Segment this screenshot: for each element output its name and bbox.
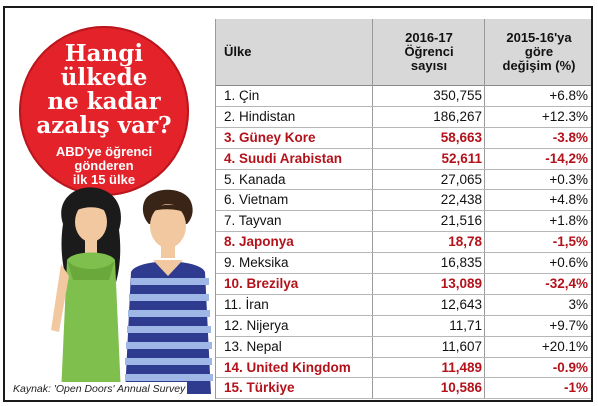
- table-row: 13. Nepal 11,607 +20.1%: [216, 337, 591, 358]
- table-row: 1. Çin 350,755 +6.8%: [216, 86, 591, 107]
- student-count-cell: 18,78: [448, 234, 482, 250]
- woman-figure: [51, 187, 121, 394]
- country-cell: 13. Nepal: [224, 338, 282, 354]
- country-cell: 7. Tayvan: [224, 213, 282, 229]
- table-row: 12. Nijerya 11,71 +9.7%: [216, 316, 591, 337]
- change-cell: -1%: [563, 380, 588, 396]
- change-cell: +4.8%: [549, 192, 588, 208]
- country-cell: 5. Kanada: [224, 171, 286, 187]
- table-row: 6. Vietnam 22,438 +4.8%: [216, 190, 591, 212]
- title-bubble: Hangi ülkede ne kadar azalış var? ABD'ye…: [19, 26, 189, 196]
- student-count-cell: 13,089: [440, 276, 482, 292]
- students-illustration: [51, 187, 213, 394]
- table-header: Ülke 2016-17 Öğrenci sayısı 2015-16'ya g…: [216, 19, 591, 86]
- student-count-cell: 11,489: [441, 359, 482, 375]
- change-cell: -3.8%: [552, 129, 588, 145]
- table-row: 3. Güney Kore 58,663 -3.8%: [216, 128, 591, 149]
- students-table: Ülke 2016-17 Öğrenci sayısı 2015-16'ya g…: [215, 19, 591, 400]
- change-cell: -1,5%: [552, 234, 588, 250]
- table-row: 5. Kanada 27,065 +0.3%: [216, 170, 591, 191]
- table-row: 15. Türkiye 10,586 -1%: [216, 378, 591, 400]
- student-count-cell: 11,607: [441, 338, 482, 354]
- table-body: 1. Çin 350,755 +6.8% 2. Hindistan 186,267 +12…: [216, 86, 591, 400]
- country-cell: 9. Meksika: [224, 255, 289, 271]
- student-count-cell: 16,835: [440, 255, 482, 271]
- table-row: 4. Suudi Arabistan 52,611 -14,2%: [216, 149, 591, 170]
- change-cell: +6.8%: [549, 88, 588, 103]
- column-divider: [484, 19, 485, 399]
- change-cell: -32,4%: [545, 276, 588, 292]
- student-count-cell: 11,71: [449, 317, 482, 333]
- infographic-frame: Hangi ülkede ne kadar azalış var? ABD'ye…: [3, 6, 593, 402]
- country-cell: 3. Güney Kore: [224, 129, 316, 145]
- country-cell: 10. Brezilya: [224, 276, 299, 292]
- country-cell: 12. Nijerya: [224, 317, 289, 333]
- header-country: Ülke: [224, 44, 252, 59]
- change-cell: +1.8%: [549, 213, 588, 229]
- bubble-subtitle: ABD'ye öğrenci gönderen ilk 15 ülke: [55, 144, 153, 187]
- change-cell: +0.3%: [549, 171, 588, 187]
- bubble-title: Hangi ülkede ne kadar azalış var?: [36, 40, 172, 139]
- table-row: 9. Meksika 16,835 +0.6%: [216, 253, 591, 275]
- table-row: 11. İran 12,643 3%: [216, 295, 591, 316]
- change-cell: +9.7%: [549, 317, 588, 333]
- country-cell: 1. Çin: [224, 88, 260, 103]
- change-cell: +12.3%: [541, 108, 588, 124]
- student-count-cell: 21,516: [440, 213, 482, 229]
- change-cell: 3%: [568, 296, 588, 312]
- table-row: 10. Brezilya 13,089 -32,4%: [216, 274, 591, 295]
- table-row: 8. Japonya 18,78 -1,5%: [216, 232, 591, 254]
- student-count-cell: 186,267: [433, 108, 482, 124]
- student-count-cell: 52,611: [441, 150, 482, 166]
- header-change: 2015-16'ya göre değişim (%): [502, 30, 576, 73]
- change-cell: +20.1%: [541, 338, 588, 354]
- country-cell: 8. Japonya: [224, 234, 294, 250]
- column-divider: [372, 19, 373, 399]
- table-row: 7. Tayvan 21,516 +1.8%: [216, 211, 591, 233]
- country-cell: 11. İran: [224, 296, 269, 312]
- change-cell: -0.9%: [552, 359, 588, 375]
- country-cell: 14. United Kingdom: [224, 359, 351, 375]
- source-note: Kaynak: 'Open Doors' Annual Survey: [11, 382, 188, 396]
- country-cell: 2. Hindistan: [224, 108, 296, 124]
- student-count-cell: 58,663: [440, 129, 482, 145]
- student-count-cell: 350,755: [433, 88, 482, 103]
- student-count-cell: 10,586: [440, 380, 482, 396]
- man-figure: [125, 189, 213, 394]
- table-row: 14. United Kingdom 11,489 -0.9%: [216, 358, 591, 379]
- change-cell: -14,2%: [545, 150, 588, 166]
- header-student-count: 2016-17 Öğrenci sayısı: [404, 30, 454, 73]
- change-cell: +0.6%: [549, 255, 588, 271]
- student-count-cell: 22,438: [440, 192, 482, 208]
- country-cell: 6. Vietnam: [224, 192, 289, 208]
- student-count-cell: 12,643: [440, 296, 482, 312]
- student-count-cell: 27,065: [440, 171, 482, 187]
- table-row: 2. Hindistan 186,267 +12.3%: [216, 107, 591, 128]
- country-cell: 4. Suudi Arabistan: [224, 150, 343, 166]
- country-cell: 15. Türkiye: [224, 380, 295, 396]
